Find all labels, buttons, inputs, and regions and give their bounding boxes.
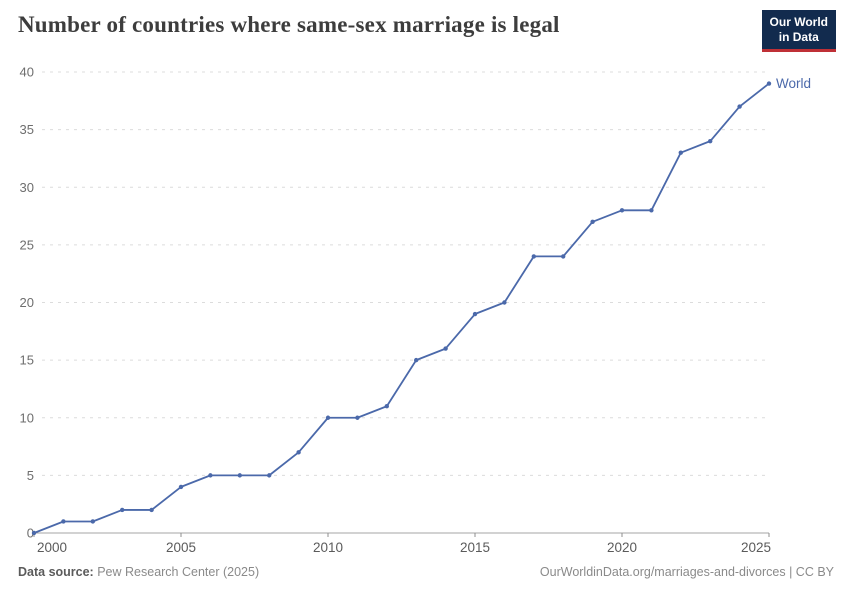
data-point-2011: [355, 415, 360, 420]
owid-logo: Our World in Data: [761, 10, 836, 52]
data-point-2008: [267, 473, 272, 478]
data-point-2004: [149, 507, 154, 513]
data-point-2010: [325, 415, 331, 420]
y-tick-label-15: 15: [20, 353, 34, 368]
data-point-2003: [120, 507, 125, 513]
grid-layer: 0 5 10 15 20 25 30 35 40: [20, 65, 766, 541]
license-note: OurWorldinData.org/marriages-and-divorce…: [539, 565, 834, 579]
data-point-2007: [237, 473, 242, 478]
data-point-2009: [296, 450, 301, 455]
data-point-2005: [178, 484, 184, 490]
data-source-value: Pew Research Center (2025): [97, 565, 260, 579]
data-point-2006: [208, 473, 213, 478]
chart-footer: Data source: Pew Research Center (2025) …: [18, 565, 834, 579]
data-source-label: Data source:: [18, 565, 94, 579]
data-point-2017: [531, 254, 536, 259]
owid-logo-line2: in Data: [778, 30, 819, 44]
data-point-2014: [443, 346, 448, 351]
x-tick-label-2020: 2020: [607, 540, 637, 555]
data-point-2025: [766, 81, 772, 86]
data-point-2021: [649, 208, 654, 213]
data-point-2019: [590, 219, 595, 225]
x-tick-label-2015: 2015: [460, 540, 490, 555]
series-layer: [31, 81, 772, 536]
y-tick-label-0: 0: [27, 526, 34, 541]
data-point-2024: [737, 104, 742, 109]
y-tick-label-35: 35: [20, 122, 34, 137]
x-tick-label-2025: 2025: [741, 540, 771, 555]
y-tick-label-10: 10: [20, 410, 34, 425]
data-point-2016: [502, 300, 507, 305]
data-point-2023: [708, 138, 713, 144]
data-point-2015: [472, 311, 478, 317]
data-point-2020: [619, 208, 625, 213]
axis-layer: 2000 2005 2010 2015 2020 2025: [33, 532, 771, 555]
data-point-2002: [90, 519, 96, 524]
chart-title: Number of countries where same-sex marri…: [18, 12, 560, 37]
data-point-2001: [61, 519, 66, 524]
data-point-2013: [414, 357, 419, 363]
series-label-world: World: [776, 76, 811, 91]
x-tick-label-2005: 2005: [166, 540, 196, 555]
data-source: Data source: Pew Research Center (2025): [18, 565, 259, 579]
data-point-2018: [561, 254, 566, 259]
y-tick-label-40: 40: [20, 65, 34, 80]
y-tick-label-30: 30: [20, 180, 34, 195]
world-series-line: [33, 82, 770, 534]
y-tick-label-25: 25: [20, 237, 34, 252]
x-tick-label-2000: 2000: [37, 540, 67, 555]
y-tick-label-20: 20: [20, 295, 34, 310]
x-tick-label-2010: 2010: [313, 540, 343, 555]
data-point-2022: [678, 150, 683, 155]
data-point-2000: [31, 530, 37, 536]
data-point-2012: [384, 404, 389, 409]
owid-logo-line1: Our World: [769, 15, 828, 29]
y-tick-label-5: 5: [27, 468, 34, 483]
